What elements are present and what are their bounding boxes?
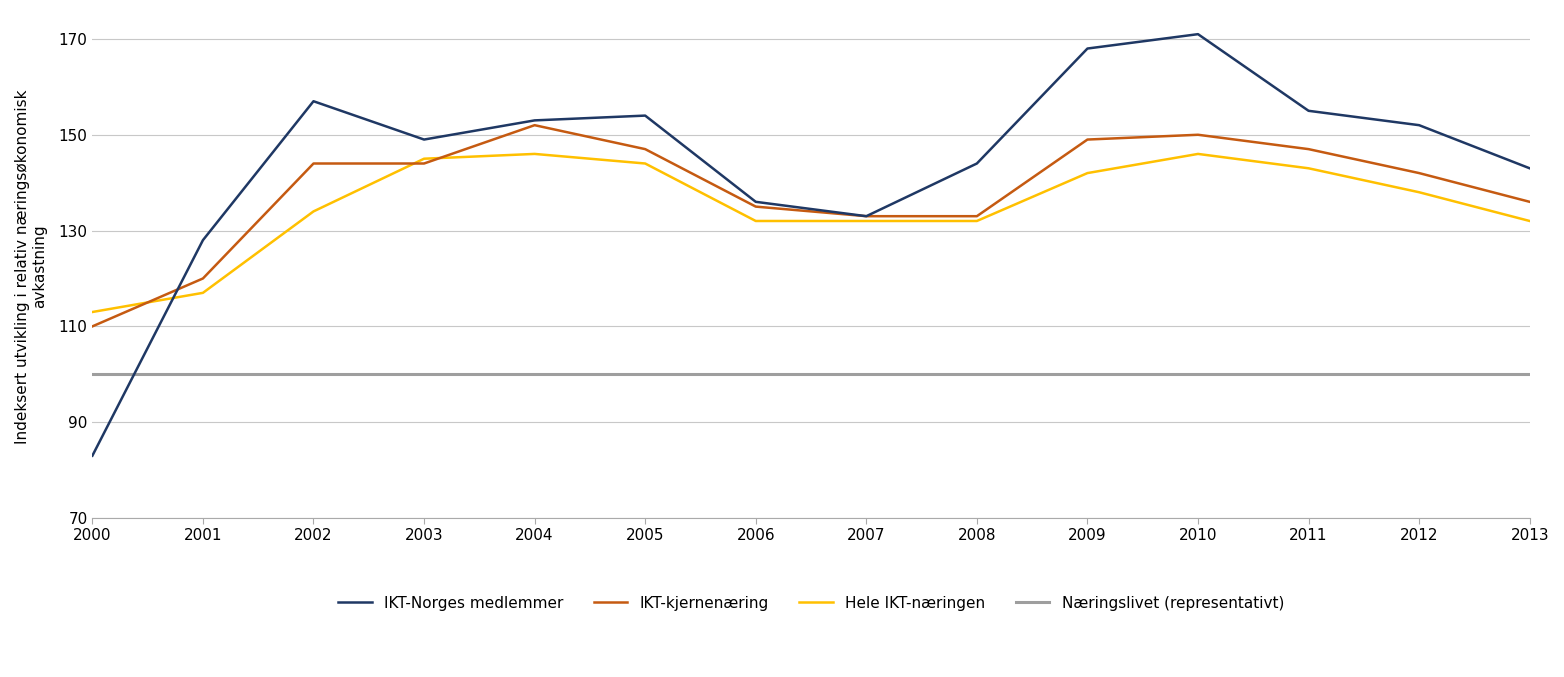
IKT-Norges medlemmer: [414, 135, 433, 144]
IKT-kjernenæring: [1409, 169, 1428, 177]
IKT-Norges medlemmer: [194, 236, 213, 244]
Hele IKT-næringen: [857, 217, 876, 225]
Hele IKT-næringen: [414, 154, 433, 162]
IKT-Norges medlemmer: [857, 212, 876, 220]
IKT-kjernenæring: [746, 202, 765, 211]
IKT-Norges medlemmer: [637, 112, 655, 120]
IKT-Norges medlemmer: [1189, 30, 1207, 38]
IKT-Norges medlemmer: [303, 97, 322, 106]
Hele IKT-næringen: [194, 289, 213, 297]
IKT-Norges medlemmer: [968, 160, 987, 168]
Y-axis label: Indeksert utvikling i relativ næringsøkonomisk
avkastning: Indeksert utvikling i relativ næringsøko…: [16, 89, 47, 443]
Hele IKT-næringen: [526, 150, 544, 158]
Hele IKT-næringen: [1520, 217, 1539, 225]
IKT-kjernenæring: [83, 322, 102, 330]
Hele IKT-næringen: [746, 217, 765, 225]
IKT-Norges medlemmer: [83, 452, 102, 460]
Hele IKT-næringen: [1409, 188, 1428, 196]
IKT-kjernenæring: [526, 121, 544, 129]
Hele IKT-næringen: [1189, 150, 1207, 158]
IKT-Norges medlemmer: [1409, 121, 1428, 129]
IKT-kjernenæring: [1300, 145, 1318, 153]
IKT-Norges medlemmer: [1520, 165, 1539, 173]
Hele IKT-næringen: [1300, 165, 1318, 173]
IKT-kjernenæring: [637, 145, 655, 153]
IKT-kjernenæring: [1078, 135, 1096, 144]
Line: IKT-Norges medlemmer: IKT-Norges medlemmer: [92, 34, 1530, 456]
IKT-Norges medlemmer: [526, 116, 544, 125]
Line: IKT-kjernenæring: IKT-kjernenæring: [92, 125, 1530, 326]
IKT-Norges medlemmer: [1300, 107, 1318, 115]
IKT-kjernenæring: [1189, 131, 1207, 139]
IKT-Norges medlemmer: [746, 198, 765, 206]
IKT-kjernenæring: [968, 212, 987, 220]
Hele IKT-næringen: [83, 308, 102, 316]
Hele IKT-næringen: [303, 207, 322, 215]
Hele IKT-næringen: [968, 217, 987, 225]
IKT-kjernenæring: [414, 160, 433, 168]
Hele IKT-næringen: [1078, 169, 1096, 177]
IKT-kjernenæring: [857, 212, 876, 220]
Line: Hele IKT-næringen: Hele IKT-næringen: [92, 154, 1530, 312]
IKT-kjernenæring: [194, 274, 213, 282]
IKT-kjernenæring: [1520, 198, 1539, 206]
Hele IKT-næringen: [637, 160, 655, 168]
Legend: IKT-Norges medlemmer, IKT-kjernenæring, Hele IKT-næringen, Næringslivet (represe: IKT-Norges medlemmer, IKT-kjernenæring, …: [338, 596, 1284, 611]
IKT-Norges medlemmer: [1078, 45, 1096, 53]
IKT-kjernenæring: [303, 160, 322, 168]
